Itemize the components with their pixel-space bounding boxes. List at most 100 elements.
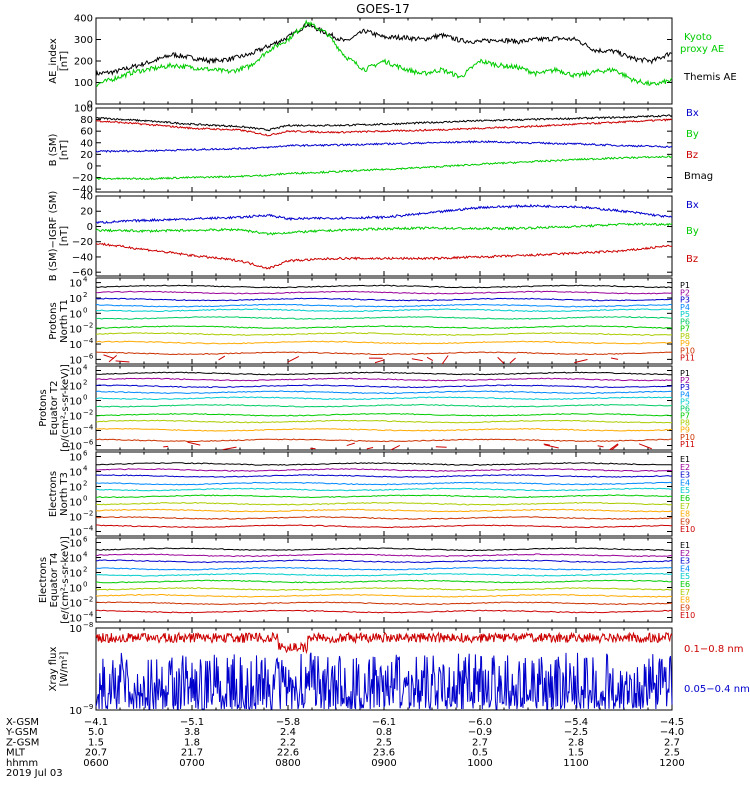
y-axis-label-protons_t1-line-0: Protons — [48, 302, 59, 339]
axis-row-value: 1100 — [563, 758, 588, 769]
y-tick-exponent: 4 — [83, 276, 88, 284]
y-tick-label: 0 — [87, 100, 93, 111]
legend-protons_t1-P9: P9 — [680, 339, 690, 348]
legend-electrons_t3-E5: E5 — [680, 486, 690, 495]
y-tick-label: 10 — [69, 397, 82, 408]
legend-xray-1: 0.05−0.4 nm — [684, 684, 750, 695]
x-axis-annotation: 2019 Jul 03 — [6, 768, 63, 779]
y-tick-label: 40 — [80, 138, 93, 149]
flux-protons_t1-P11-segment — [411, 358, 423, 362]
y-tick-exponent: −6 — [83, 439, 94, 447]
y-axis-label-protons_t1-line-1: North T1 — [59, 299, 70, 343]
y-tick-label: 10 — [69, 498, 82, 509]
axis-row-value: 21.7 — [181, 748, 203, 759]
y-tick-label: 200 — [74, 57, 93, 68]
y-axis-label-bfield-line-1: [nT] — [59, 140, 70, 160]
axis-row-value: −5.8 — [276, 717, 300, 728]
legend-electrons_t4-E7: E7 — [680, 588, 690, 597]
y-tick-label: 10 — [69, 483, 82, 494]
y-tick-label: 10 — [69, 539, 82, 550]
y-tick-label: 0 — [87, 222, 93, 233]
series-ae-0 — [95, 22, 673, 77]
axis-row-value: −4.0 — [660, 727, 684, 738]
legend-electrons_t3-E6: E6 — [680, 494, 690, 503]
series-bresid-1 — [95, 222, 673, 236]
flux-protons_t2-P11-segment — [222, 446, 237, 451]
y-tick-label: 10 — [69, 468, 82, 479]
legend-protons_t1-P3: P3 — [680, 296, 690, 305]
y-tick-exponent: 4 — [83, 465, 88, 473]
flux-protons_t2-P11-segment — [638, 443, 652, 450]
y-tick-label: 10 — [69, 624, 82, 635]
axis-row-label-hhmm: hhmm — [6, 758, 38, 769]
legend-protons_t2-P11: P11 — [680, 440, 695, 449]
flux-electrons_t4-E8 — [95, 593, 673, 598]
flux-electrons_t4-E7 — [95, 587, 673, 591]
y-tick-label: 40 — [80, 192, 93, 203]
flux-protons_t1-P7 — [95, 325, 673, 329]
y-tick-label: 10 — [69, 340, 82, 351]
y-tick-exponent: −4 — [83, 337, 94, 345]
flux-protons_t1-P4 — [95, 303, 673, 308]
flux-protons_t2-P11-segment — [187, 441, 201, 446]
panel-frame-5 — [95, 451, 673, 537]
legend-electrons_t3-E4: E4 — [680, 478, 690, 487]
plot-title: GOES-17 — [356, 2, 410, 16]
y-tick-label: 80 — [80, 115, 93, 126]
y-axis-label-ae-line-0: AE_index — [48, 38, 59, 84]
y-tick-exponent: 6 — [83, 450, 88, 458]
flux-electrons_t3-E5 — [95, 487, 673, 492]
y-axis-label-electrons_t3-line-1: North T3 — [59, 472, 70, 516]
y-axis-label-xray-line-1: [W/m²] — [59, 651, 70, 686]
y-tick-label: 10 — [69, 554, 82, 565]
flux-protons_t2-P11-segment — [435, 446, 447, 448]
y-tick-exponent: −2 — [83, 322, 93, 330]
legend-electrons_t4-E9: E9 — [680, 603, 690, 612]
legend-protons_t1-P11: P11 — [680, 354, 695, 363]
legend-protons_t2-P9: P9 — [680, 426, 690, 435]
legend-electrons_t3-E7: E7 — [680, 502, 690, 511]
axis-row-value: −5.1 — [180, 717, 204, 728]
y-tick-exponent: −8 — [83, 621, 93, 629]
y-tick-exponent: −9 — [83, 703, 93, 711]
legend-protons_t1-P2: P2 — [680, 288, 690, 297]
y-tick-label: 10 — [69, 614, 82, 625]
flux-protons_t2-P4 — [95, 390, 673, 395]
flux-electrons_t4-E6 — [95, 579, 673, 584]
y-axis-label-xray-line-0: Xray flux — [48, 647, 59, 692]
y-tick-label: 10 — [69, 513, 82, 524]
y-tick-label: 100 — [74, 104, 93, 115]
axis-row-value: 2.2 — [280, 737, 296, 748]
flux-protons_t2-P1 — [95, 371, 673, 376]
series-xray-short — [95, 652, 673, 711]
y-tick-label: 10 — [69, 528, 82, 539]
y-tick-label: 10 — [69, 599, 82, 610]
y-tick-exponent: −2 — [83, 409, 93, 417]
flux-electrons_t3-E3 — [95, 474, 673, 478]
y-tick-label: −60 — [72, 268, 93, 279]
flux-protons_t1-P11-segment — [115, 360, 130, 363]
flux-electrons_t4-E2 — [95, 553, 672, 558]
legend-electrons_t4-E10: E10 — [680, 611, 695, 620]
flux-electrons_t4-E3 — [96, 559, 673, 564]
legend-protons_t2-P6: P6 — [680, 404, 690, 413]
legend-protons_t1-P6: P6 — [680, 317, 690, 326]
flux-protons_t1-P11-segment — [108, 355, 117, 363]
y-tick-exponent: −4 — [83, 424, 94, 432]
flux-protons_t2-P11-segment — [611, 444, 619, 451]
flux-protons_t1-P11-segment — [497, 356, 505, 364]
legend-electrons_t3-E9: E9 — [680, 517, 690, 526]
axis-row-label-y-gsm: Y-GSM — [5, 727, 38, 738]
flux-protons_t1-P1 — [95, 284, 673, 289]
y-tick-label: 10 — [69, 427, 82, 438]
axis-date: 2019 Jul 03 — [6, 768, 63, 779]
flux-protons_t1-P11-segment — [103, 354, 115, 359]
axis-row-value: 1.5 — [88, 737, 104, 748]
flux-protons_t2-P11-segment — [346, 442, 355, 447]
flux-protons_t2-P11-segment — [609, 443, 619, 451]
flux-electrons_t3-E8 — [95, 508, 673, 513]
axis-row-value: 1.5 — [568, 748, 584, 759]
legend-electrons_t3-E8: E8 — [680, 510, 690, 519]
legend-protons_t1-P7: P7 — [680, 325, 690, 334]
